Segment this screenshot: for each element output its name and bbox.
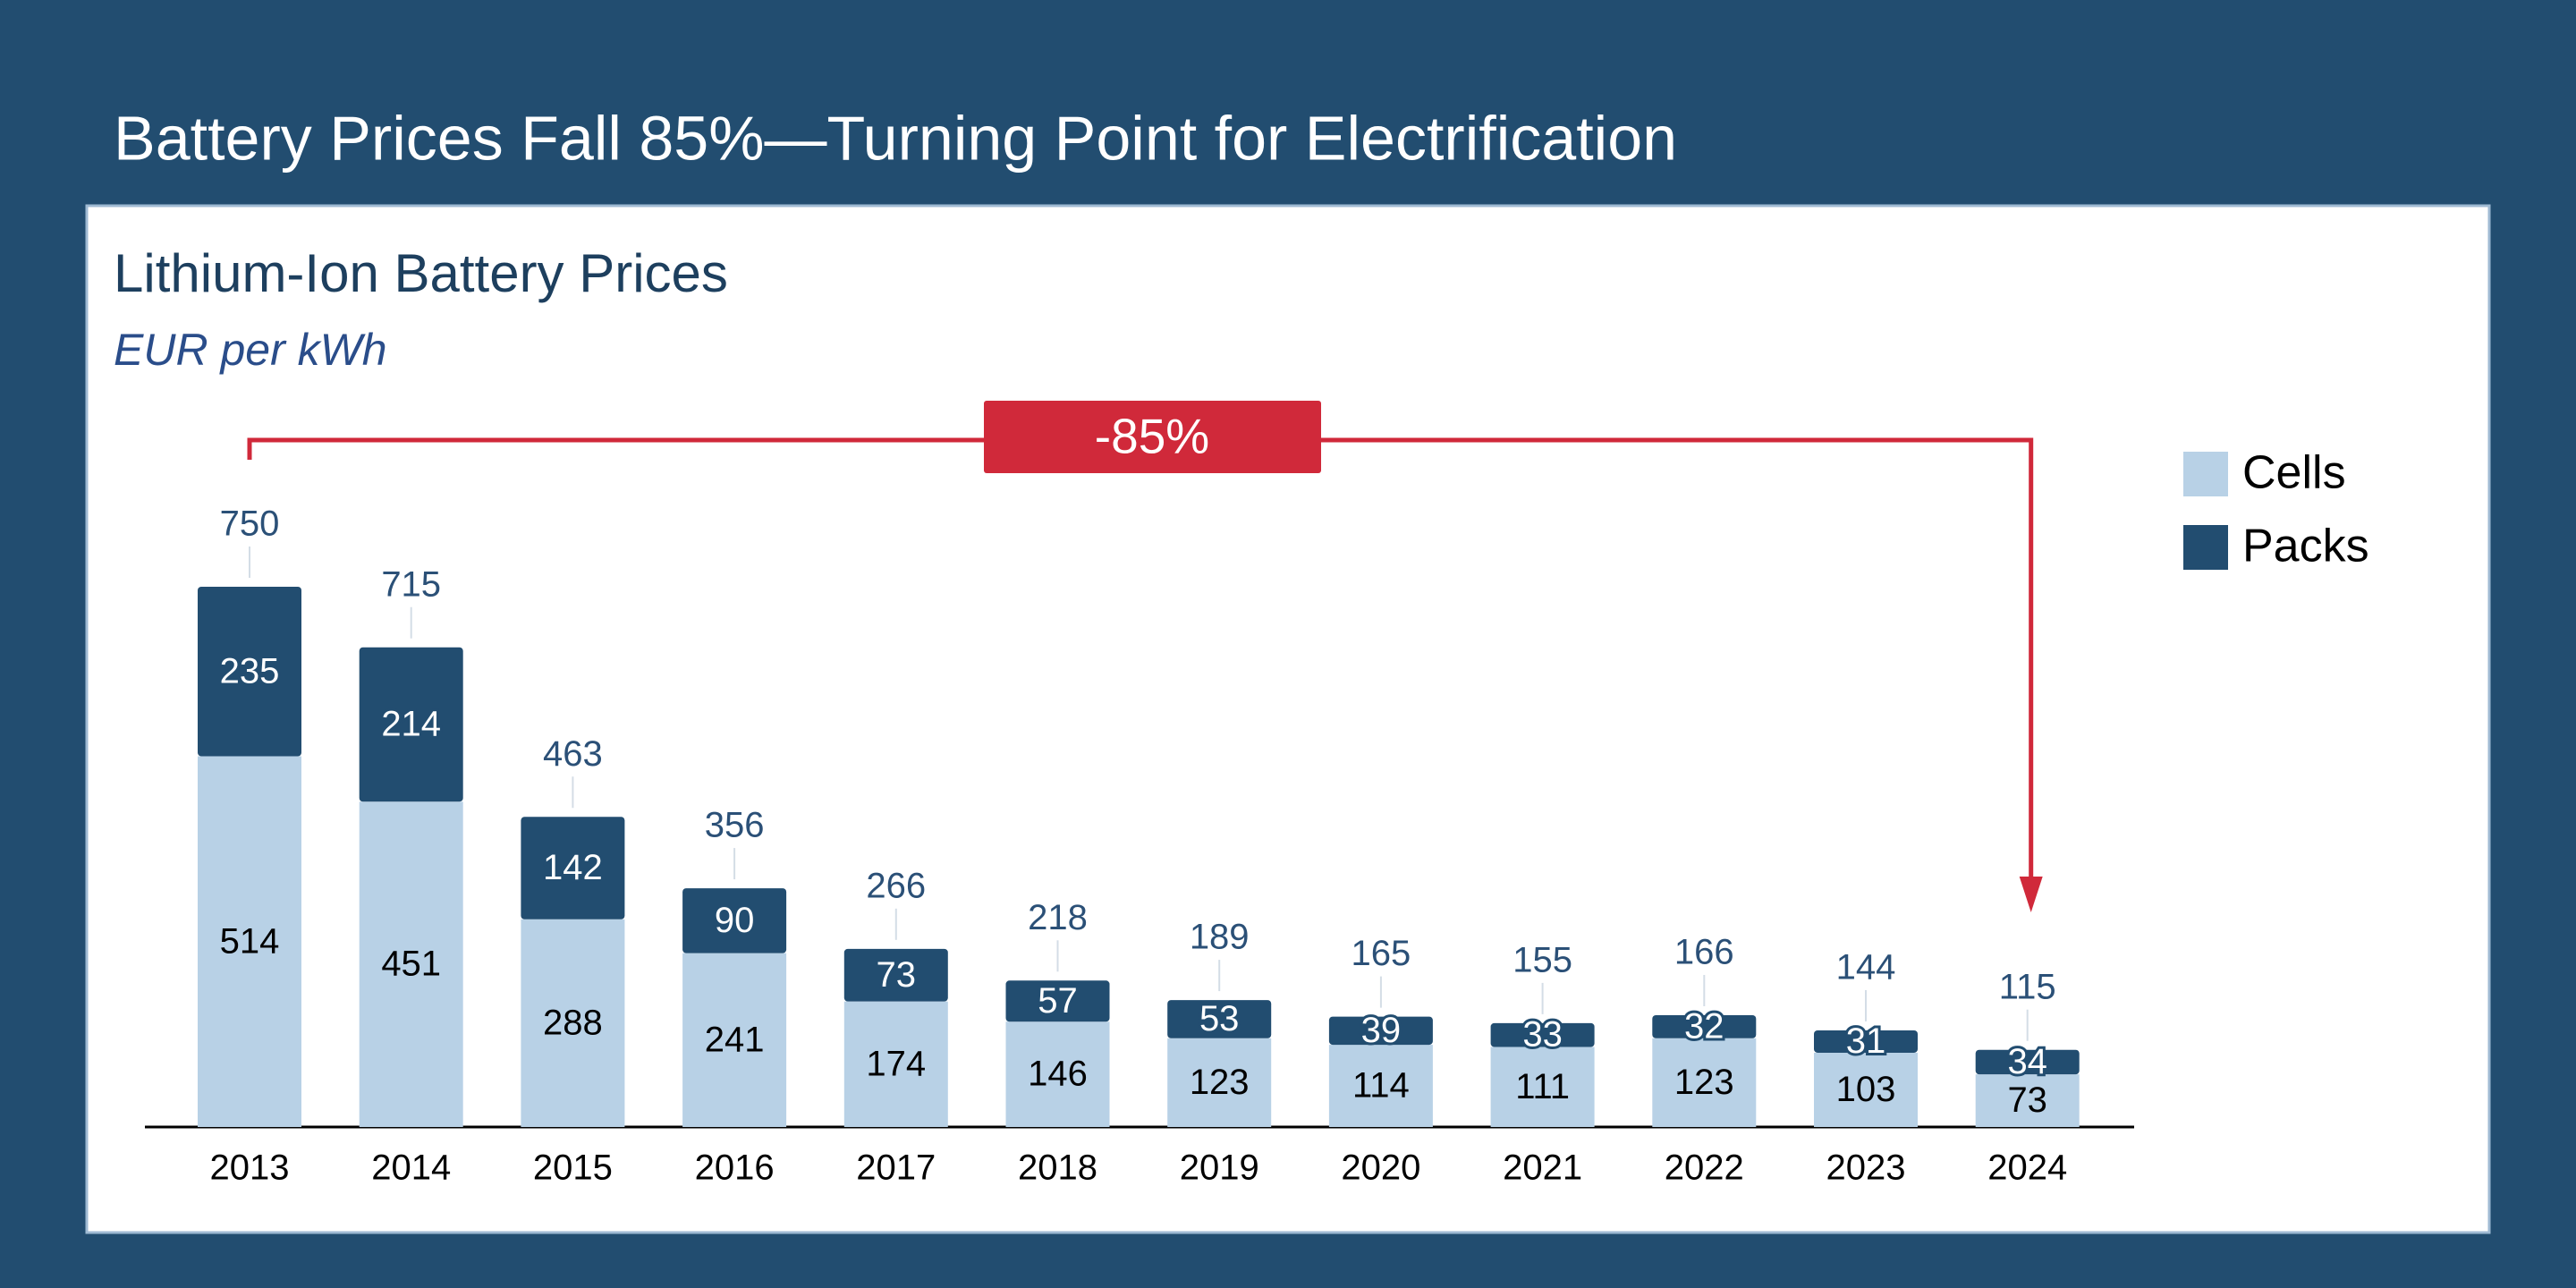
total-label: 165	[1352, 934, 1411, 973]
total-label: 266	[866, 866, 926, 905]
legend-label: Packs	[2242, 521, 2369, 572]
bar-segment	[1814, 1052, 1918, 1127]
segment-label: 214	[381, 705, 441, 744]
legend-label: Cells	[2242, 447, 2346, 499]
total-label: 356	[705, 806, 765, 845]
total-label: 463	[543, 734, 603, 774]
x-tick-label: 2022	[1665, 1148, 1744, 1188]
segment-label: 73	[2007, 1080, 2047, 1120]
bar-segment	[198, 587, 301, 757]
segment-label: 53	[1199, 999, 1240, 1038]
x-tick-label: 2023	[1826, 1148, 1906, 1188]
annotation-arrow	[2019, 877, 2043, 912]
bar-segment	[1490, 1046, 1595, 1127]
segment-label: 73	[877, 955, 917, 995]
panel	[85, 204, 2491, 1234]
segment-label: 90	[715, 901, 755, 940]
bar-segment	[1328, 1016, 1433, 1046]
bar-segment	[359, 647, 463, 802]
x-tick-label: 2013	[210, 1148, 290, 1188]
chart-subtitle: EUR per kWh	[114, 325, 387, 375]
segment-label: 235	[220, 651, 280, 691]
annotation-text: -85%	[1095, 409, 1209, 464]
bar-segment	[1652, 1015, 1757, 1038]
segment-label: 34	[2007, 1042, 2047, 1081]
segment-label: 123	[1674, 1063, 1734, 1102]
x-tick-label: 2015	[533, 1148, 613, 1188]
segment-label: 123	[1190, 1063, 1250, 1102]
total-label: 218	[1028, 898, 1088, 937]
total-label: 715	[381, 564, 441, 604]
x-tick-label: 2019	[1180, 1148, 1259, 1188]
legend-swatch	[2183, 525, 2228, 570]
bar-segment	[521, 919, 625, 1127]
segment-label: 174	[866, 1044, 926, 1083]
legend-swatch	[2183, 452, 2228, 496]
segment-label: 57	[1038, 981, 1078, 1021]
bar-segment	[1328, 1045, 1433, 1127]
segment-label: 111	[1515, 1067, 1570, 1106]
page-title: Battery Prices Fall 85%—Turning Point fo…	[114, 103, 1677, 173]
segment-label: 32	[1684, 1006, 1724, 1046]
bar-segment	[1490, 1022, 1595, 1047]
total-label: 189	[1190, 918, 1250, 957]
x-tick-label: 2017	[856, 1148, 936, 1188]
bar-segment	[521, 817, 625, 919]
segment-label: 31	[1846, 1021, 1886, 1061]
bar-segment	[682, 953, 787, 1127]
x-tick-label: 2024	[1987, 1148, 2067, 1188]
bar-segment	[1814, 1030, 1918, 1053]
total-label: 155	[1513, 940, 1572, 979]
total-label: 144	[1836, 948, 1896, 987]
bar-segment	[682, 888, 787, 953]
x-tick-label: 2021	[1503, 1148, 1582, 1188]
total-label: 115	[1999, 967, 2056, 1006]
segment-label: 241	[705, 1020, 765, 1059]
bar-segment	[1005, 980, 1110, 1022]
total-label: 750	[220, 504, 280, 544]
x-tick-label: 2020	[1341, 1148, 1420, 1188]
total-label: 166	[1674, 933, 1734, 972]
segment-label: 103	[1836, 1070, 1896, 1109]
segment-label: 451	[381, 945, 441, 984]
bar-segment	[198, 756, 301, 1127]
segment-label: 288	[543, 1003, 603, 1042]
bar-segment	[1652, 1038, 1757, 1127]
segment-label: 114	[1352, 1066, 1410, 1106]
bar-segment	[359, 801, 463, 1127]
bar-segment	[843, 948, 948, 1002]
bar-segment	[843, 1001, 948, 1127]
segment-label: 33	[1522, 1015, 1563, 1055]
bar-segment	[1005, 1021, 1110, 1127]
bar-segment	[1975, 1049, 2080, 1075]
bar-segment	[1975, 1074, 2080, 1127]
x-tick-label: 2014	[371, 1148, 451, 1188]
segment-label: 142	[543, 848, 603, 887]
segment-label: 39	[1361, 1011, 1402, 1050]
x-tick-label: 2018	[1018, 1148, 1097, 1188]
bar-segment	[1167, 1038, 1272, 1127]
segment-label: 146	[1028, 1055, 1088, 1094]
x-tick-label: 2016	[695, 1148, 775, 1188]
annotation-box	[984, 401, 1321, 473]
bar-segment	[1167, 1000, 1272, 1038]
segment-label: 514	[220, 921, 280, 961]
chart-title: Lithium-Ion Battery Prices	[114, 243, 728, 303]
